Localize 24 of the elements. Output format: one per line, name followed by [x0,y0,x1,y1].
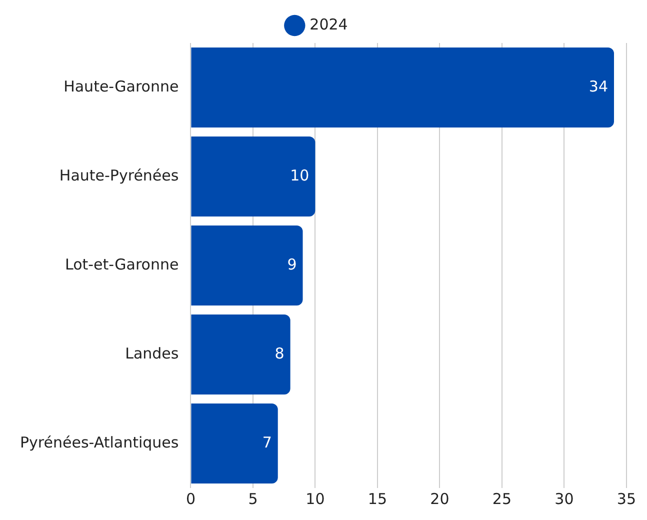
y-tick-label: Landes [125,344,179,362]
y-tick-label: Haute-Garonne [64,77,179,96]
y-tick-label: Pyrénées-Atlantiques [20,433,179,452]
x-tick-label: 25 [492,490,512,508]
x-tick-label: 5 [248,490,258,508]
y-tick-label: Lot-et-Garonne [64,255,179,274]
bar [191,136,316,217]
data-label: 34 [588,77,608,96]
x-tick-label: 15 [368,490,388,508]
x-tick-label: 20 [430,490,450,508]
data-label: 9 [287,255,297,274]
bar [191,225,303,306]
legend-label: 2024 [310,15,348,34]
data-label: 8 [274,344,284,362]
x-tick-label: 35 [616,490,636,508]
data-label: 10 [290,166,310,184]
bar [191,403,278,484]
bar [191,314,290,395]
x-tick-label: 0 [186,490,196,508]
x-tick-label: 10 [306,490,325,508]
y-tick-label: Haute-Pyrénées [59,166,179,184]
bar [191,47,614,128]
x-tick-label: 30 [554,490,574,508]
data-label: 7 [262,433,272,452]
